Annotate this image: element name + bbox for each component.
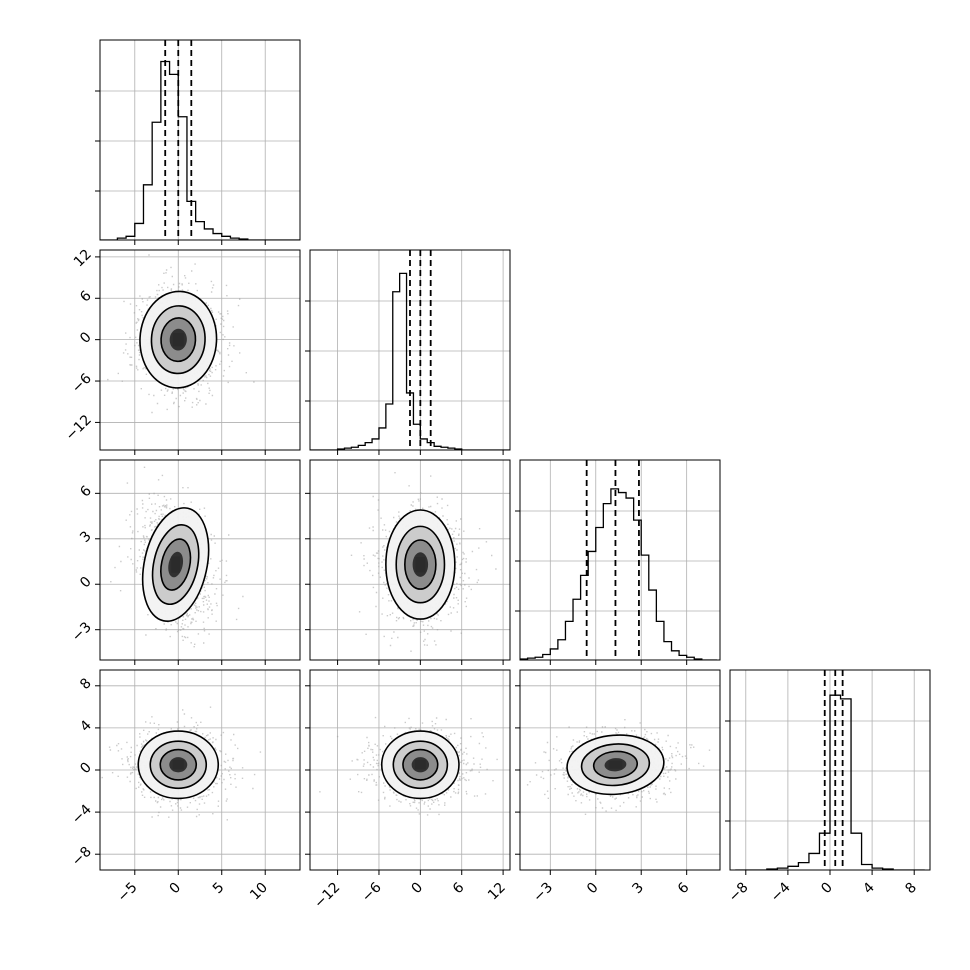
x-tick-label: −4 xyxy=(768,879,794,905)
x-tick-label: 0 xyxy=(584,880,602,898)
x-tick-label: 6 xyxy=(450,879,468,897)
y-tick-label: 12 xyxy=(71,246,95,270)
y-tick-label: −4 xyxy=(69,802,95,828)
density-peak xyxy=(414,760,426,770)
y-tick-label: 4 xyxy=(77,717,95,735)
x-tick-label: 3 xyxy=(629,880,647,898)
x-tick-label: 0 xyxy=(409,880,427,898)
pair-panel-0-2 xyxy=(99,459,301,661)
y-tick-label: 0 xyxy=(77,329,95,347)
x-tick-label: −3 xyxy=(530,880,556,906)
y-tick-label: 6 xyxy=(77,483,95,501)
density-peak xyxy=(172,760,184,770)
hist-panel-0 xyxy=(95,39,301,241)
y-tick-label: 0 xyxy=(77,760,95,778)
x-tick-label: 0 xyxy=(818,880,836,898)
y-tick-label: −8 xyxy=(69,844,95,870)
x-tick-label: 10 xyxy=(247,880,271,904)
x-tick-label: −12 xyxy=(311,880,343,912)
panel-frame xyxy=(99,459,301,661)
panel-frame xyxy=(309,459,511,661)
histogram-2 xyxy=(520,488,717,660)
hist-panel-3 xyxy=(725,669,931,871)
pair-panel-0-3 xyxy=(99,669,301,871)
histogram-1 xyxy=(310,272,510,450)
panel-frame xyxy=(99,249,301,451)
density-peak xyxy=(608,760,623,769)
histogram-0 xyxy=(100,60,300,240)
pair-panel-1-3 xyxy=(309,669,511,871)
x-tick-label: −8 xyxy=(726,880,752,906)
x-tick-label: −6 xyxy=(359,879,385,905)
y-tick-label: −12 xyxy=(63,412,95,444)
y-tick-label: 0 xyxy=(77,574,95,592)
panel-frame xyxy=(519,459,721,661)
panel-frame xyxy=(309,249,511,451)
density-peak xyxy=(415,556,426,573)
pair-panel-0-1 xyxy=(99,249,301,451)
x-tick-label: 5 xyxy=(210,880,228,898)
y-tick-label: −3 xyxy=(69,619,95,645)
y-tick-label: 3 xyxy=(77,528,95,546)
x-tick-label: 4 xyxy=(860,879,878,897)
hist-panel-1 xyxy=(305,249,511,451)
density-peak xyxy=(171,556,181,573)
pair-panel-1-2 xyxy=(309,459,511,661)
x-tick-label: 12 xyxy=(485,880,509,904)
x-tick-label: 0 xyxy=(166,880,184,898)
y-tick-label: −6 xyxy=(69,370,95,396)
histogram-3 xyxy=(735,694,925,870)
x-tick-label: 6 xyxy=(675,879,693,897)
x-tick-label: −5 xyxy=(115,880,141,906)
y-tick-label: 8 xyxy=(77,675,95,693)
density-peak xyxy=(172,332,184,347)
hist-panel-2 xyxy=(515,459,721,661)
y-tick-label: 6 xyxy=(77,288,95,306)
pair-panel-2-3 xyxy=(519,669,721,871)
x-tick-label: 8 xyxy=(902,880,920,898)
panel-frame xyxy=(99,39,301,241)
